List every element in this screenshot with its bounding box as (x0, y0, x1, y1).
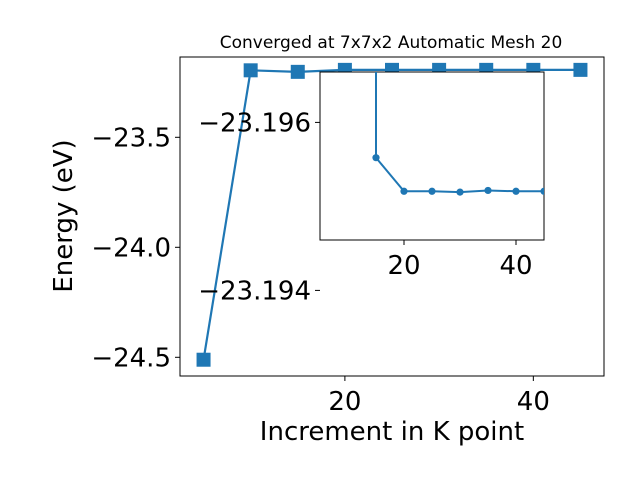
main-x-tick-label: 40 (517, 387, 550, 417)
y-axis-label: Energy (eV) (49, 139, 79, 292)
inset-data-point (400, 187, 408, 195)
main-data-point (196, 352, 211, 367)
main-x-tick-label: 20 (328, 387, 361, 417)
inset-data-point (372, 154, 380, 162)
x-axis-label: Increment in K point (260, 417, 524, 447)
inset-data-point (456, 188, 464, 196)
main-y-tick-label: −24.5 (91, 343, 171, 373)
inset-data-point (428, 187, 436, 195)
inset-axes-frame (319, 71, 545, 241)
inset-data-point (540, 187, 544, 195)
inset-y-tick-label: −23.196 (198, 108, 311, 138)
inset-data-point (484, 186, 492, 195)
main-data-point (290, 64, 305, 79)
chart-title: Converged at 7x7x2 Automatic Mesh 20 (220, 33, 563, 53)
main-data-point (243, 63, 258, 78)
main-data-point (573, 62, 588, 77)
inset-series-line (375, 72, 544, 194)
inset-data-point (512, 187, 520, 195)
inset-x-tick-label: 20 (387, 251, 420, 281)
inset-y-tick-label: −23.194 (198, 276, 311, 306)
main-y-tick-label: −24.0 (91, 233, 171, 263)
inset-x-tick-label: 40 (499, 251, 532, 281)
main-y-tick-label: −23.5 (91, 123, 171, 153)
inset-plot: 20 40 −23.196 −23.194 (198, 71, 545, 306)
